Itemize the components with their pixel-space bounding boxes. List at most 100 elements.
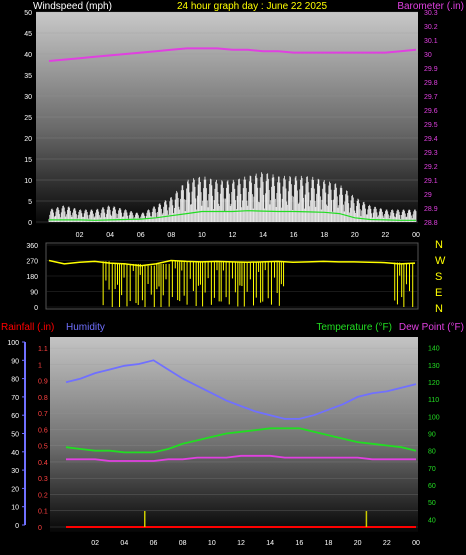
humidity-y-tick: 30 (11, 468, 19, 475)
wind-axis-label: Windspeed (mph) (33, 1, 112, 12)
temp-x-tick: 00 (412, 540, 420, 547)
barometer-y-tick: 29 (424, 192, 432, 199)
wind-avg-line (49, 210, 416, 221)
temp-x-tick: 16 (295, 540, 303, 547)
temperature-axis-label: Temperature (°F) (316, 322, 392, 333)
temp-x-tick: 02 (91, 540, 99, 547)
wind-y-tick: 0 (28, 220, 32, 227)
wind-y-tick: 40 (24, 52, 32, 59)
temp-x-tick: 10 (208, 540, 216, 547)
barometer-y-tick: 29.3 (424, 150, 438, 157)
humidity-y-tick: 90 (11, 358, 19, 365)
rain-y-tick: 0.8 (38, 395, 48, 402)
compass-n-top: N (435, 239, 443, 251)
direction-y-tick: 360 (26, 243, 38, 250)
wind-x-tick: 00 (412, 232, 420, 239)
wind-y-tick: 35 (24, 73, 32, 80)
direction-y-tick: 270 (26, 259, 38, 266)
barometer-y-tick: 30.3 (424, 10, 438, 17)
temp-x-tick: 14 (266, 540, 274, 547)
rain-y-tick: 0 (38, 525, 42, 532)
temp-x-tick: 20 (354, 540, 362, 547)
wind-x-tick: 02 (76, 232, 84, 239)
humidity-y-tick: 60 (11, 413, 19, 420)
barometer-y-tick: 28.8 (424, 220, 438, 227)
wind-x-tick: 08 (167, 232, 175, 239)
wind-y-tick: 50 (24, 10, 32, 17)
barometer-y-tick: 29.8 (424, 80, 438, 87)
rain-y-tick: 0.9 (38, 379, 48, 386)
temp-x-tick: 22 (383, 540, 391, 547)
temp-y-tick: 90 (428, 432, 436, 439)
wind-y-tick: 10 (24, 178, 32, 185)
wind-x-tick: 22 (382, 232, 390, 239)
temp-y-tick: 110 (428, 397, 439, 404)
wind-y-tick: 15 (24, 157, 32, 164)
rain-y-tick: 0.4 (38, 460, 48, 467)
wind-x-tick: 06 (137, 232, 145, 239)
direction-y-tick: 0 (34, 305, 38, 312)
temp-panel-bg (50, 337, 418, 532)
wind-x-tick: 14 (259, 232, 267, 239)
temp-y-tick: 100 (428, 414, 440, 421)
wind-x-tick: 18 (320, 232, 328, 239)
chart-title: 24 hour graph day : June 22 2025 (177, 1, 328, 12)
humidity-y-tick: 100 (7, 340, 19, 347)
direction-y-tick: 90 (30, 290, 38, 297)
dewpoint-line (66, 454, 416, 462)
chart-marks: 0510152025303540455028.828.92929.129.229… (7, 10, 439, 547)
temp-x-tick: 04 (120, 540, 128, 547)
temp-y-tick: 50 (428, 500, 436, 507)
rain-y-tick: 0.3 (38, 476, 48, 483)
barometer-y-tick: 28.9 (424, 206, 438, 213)
barometer-y-tick: 29.2 (424, 164, 438, 171)
rain-y-tick: 0.6 (38, 427, 48, 434)
dewpoint-axis-label: Dew Point (°F) (399, 322, 464, 333)
humidity-line (65, 359, 417, 420)
barometer-y-tick: 30.2 (424, 24, 438, 31)
temp-y-tick: 80 (428, 449, 436, 456)
rain-y-tick: 1 (38, 362, 42, 369)
compass-n-bottom: N (435, 303, 443, 315)
temp-y-tick: 70 (428, 466, 436, 473)
compass-s: S (435, 271, 442, 283)
rain-y-tick: 0.7 (38, 411, 48, 418)
humidity-axis-label: Humidity (66, 322, 105, 333)
compass-e: E (435, 287, 442, 299)
temp-x-tick: 08 (179, 540, 187, 547)
humidity-y-tick: 10 (11, 505, 19, 512)
compass-labels: N W S E N (435, 239, 446, 315)
direction-y-tick: 180 (26, 274, 38, 281)
temp-x-tick: 12 (237, 540, 245, 547)
temp-y-tick: 140 (428, 346, 440, 353)
rain-y-tick: 0.2 (38, 492, 48, 499)
barometer-y-tick: 29.1 (424, 178, 438, 185)
barometer-y-tick: 30.1 (424, 38, 438, 45)
wind-y-tick: 30 (24, 94, 32, 101)
wind-y-tick: 25 (24, 115, 32, 122)
rain-y-tick: 0.5 (38, 444, 48, 451)
humidity-y-tick: 0 (15, 523, 19, 530)
barometer-y-tick: 30 (424, 52, 432, 59)
wind-x-tick: 04 (106, 232, 114, 239)
temp-y-tick: 60 (428, 483, 436, 490)
humidity-y-tick: 50 (11, 432, 19, 439)
temp-x-tick: 06 (150, 540, 158, 547)
barometer-line (48, 47, 417, 62)
rainfall-axis-label: Rainfall (.in) (1, 322, 54, 333)
barometer-y-tick: 29.4 (424, 136, 438, 143)
temp-y-tick: 120 (428, 380, 440, 387)
barometer-y-tick: 29.9 (424, 66, 438, 73)
compass-w: W (435, 255, 446, 267)
rain-y-tick: 0.1 (38, 509, 48, 516)
humidity-y-tick: 80 (11, 377, 19, 384)
wind-y-tick: 45 (24, 31, 32, 38)
wind-x-tick: 16 (290, 232, 298, 239)
wind-x-tick: 10 (198, 232, 206, 239)
barometer-y-tick: 29.7 (424, 94, 438, 101)
barometer-axis-label: Barometer (.in) (397, 1, 464, 12)
temp-y-tick: 130 (428, 363, 440, 370)
temp-x-tick: 18 (325, 540, 333, 547)
humidity-y-tick: 70 (11, 395, 19, 402)
